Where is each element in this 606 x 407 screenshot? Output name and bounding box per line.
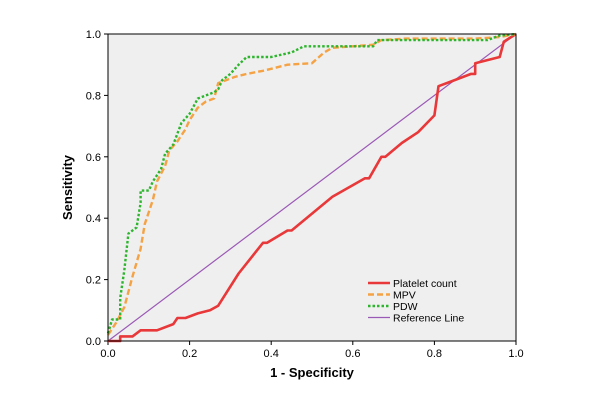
y-tick-label: 1.0 (86, 29, 101, 41)
legend-label: PDW (393, 301, 418, 313)
legend-label: Platelet count (393, 278, 457, 290)
series-line-pdw (106, 32, 517, 334)
x-tick-label: 0.0 (100, 348, 115, 360)
x-tick-label: 0.8 (427, 348, 442, 360)
series-line-platelet-count (108, 32, 517, 343)
x-axis-title: 1 - Specificity (270, 365, 355, 380)
series-line-reference-line (107, 33, 517, 342)
legend-label: MPV (393, 290, 416, 302)
x-tick-label: 0.6 (345, 348, 360, 360)
y-tick-label: 0.8 (86, 90, 101, 102)
series-line-mpv (107, 32, 517, 336)
axis-ticks: 0.0 0.2 0.4 0.6 0.8 1.0 0.0 0.2 0.4 0.6 0.8 1.0 (86, 29, 524, 360)
y-tick-label: 0.0 (86, 336, 101, 348)
y-tick-label: 0.4 (86, 213, 101, 225)
y-axis-title: Sensitivity (60, 154, 75, 220)
legend-label: Reference Line (393, 313, 464, 325)
x-tick-label: 1.0 (508, 348, 523, 360)
series-layer (106, 32, 517, 343)
y-tick-label: 0.2 (86, 275, 101, 287)
x-tick-label: 0.4 (264, 348, 279, 360)
plot-frame (107, 33, 517, 342)
x-tick-label: 0.2 (182, 348, 197, 360)
y-tick-label: 0.6 (86, 152, 101, 164)
